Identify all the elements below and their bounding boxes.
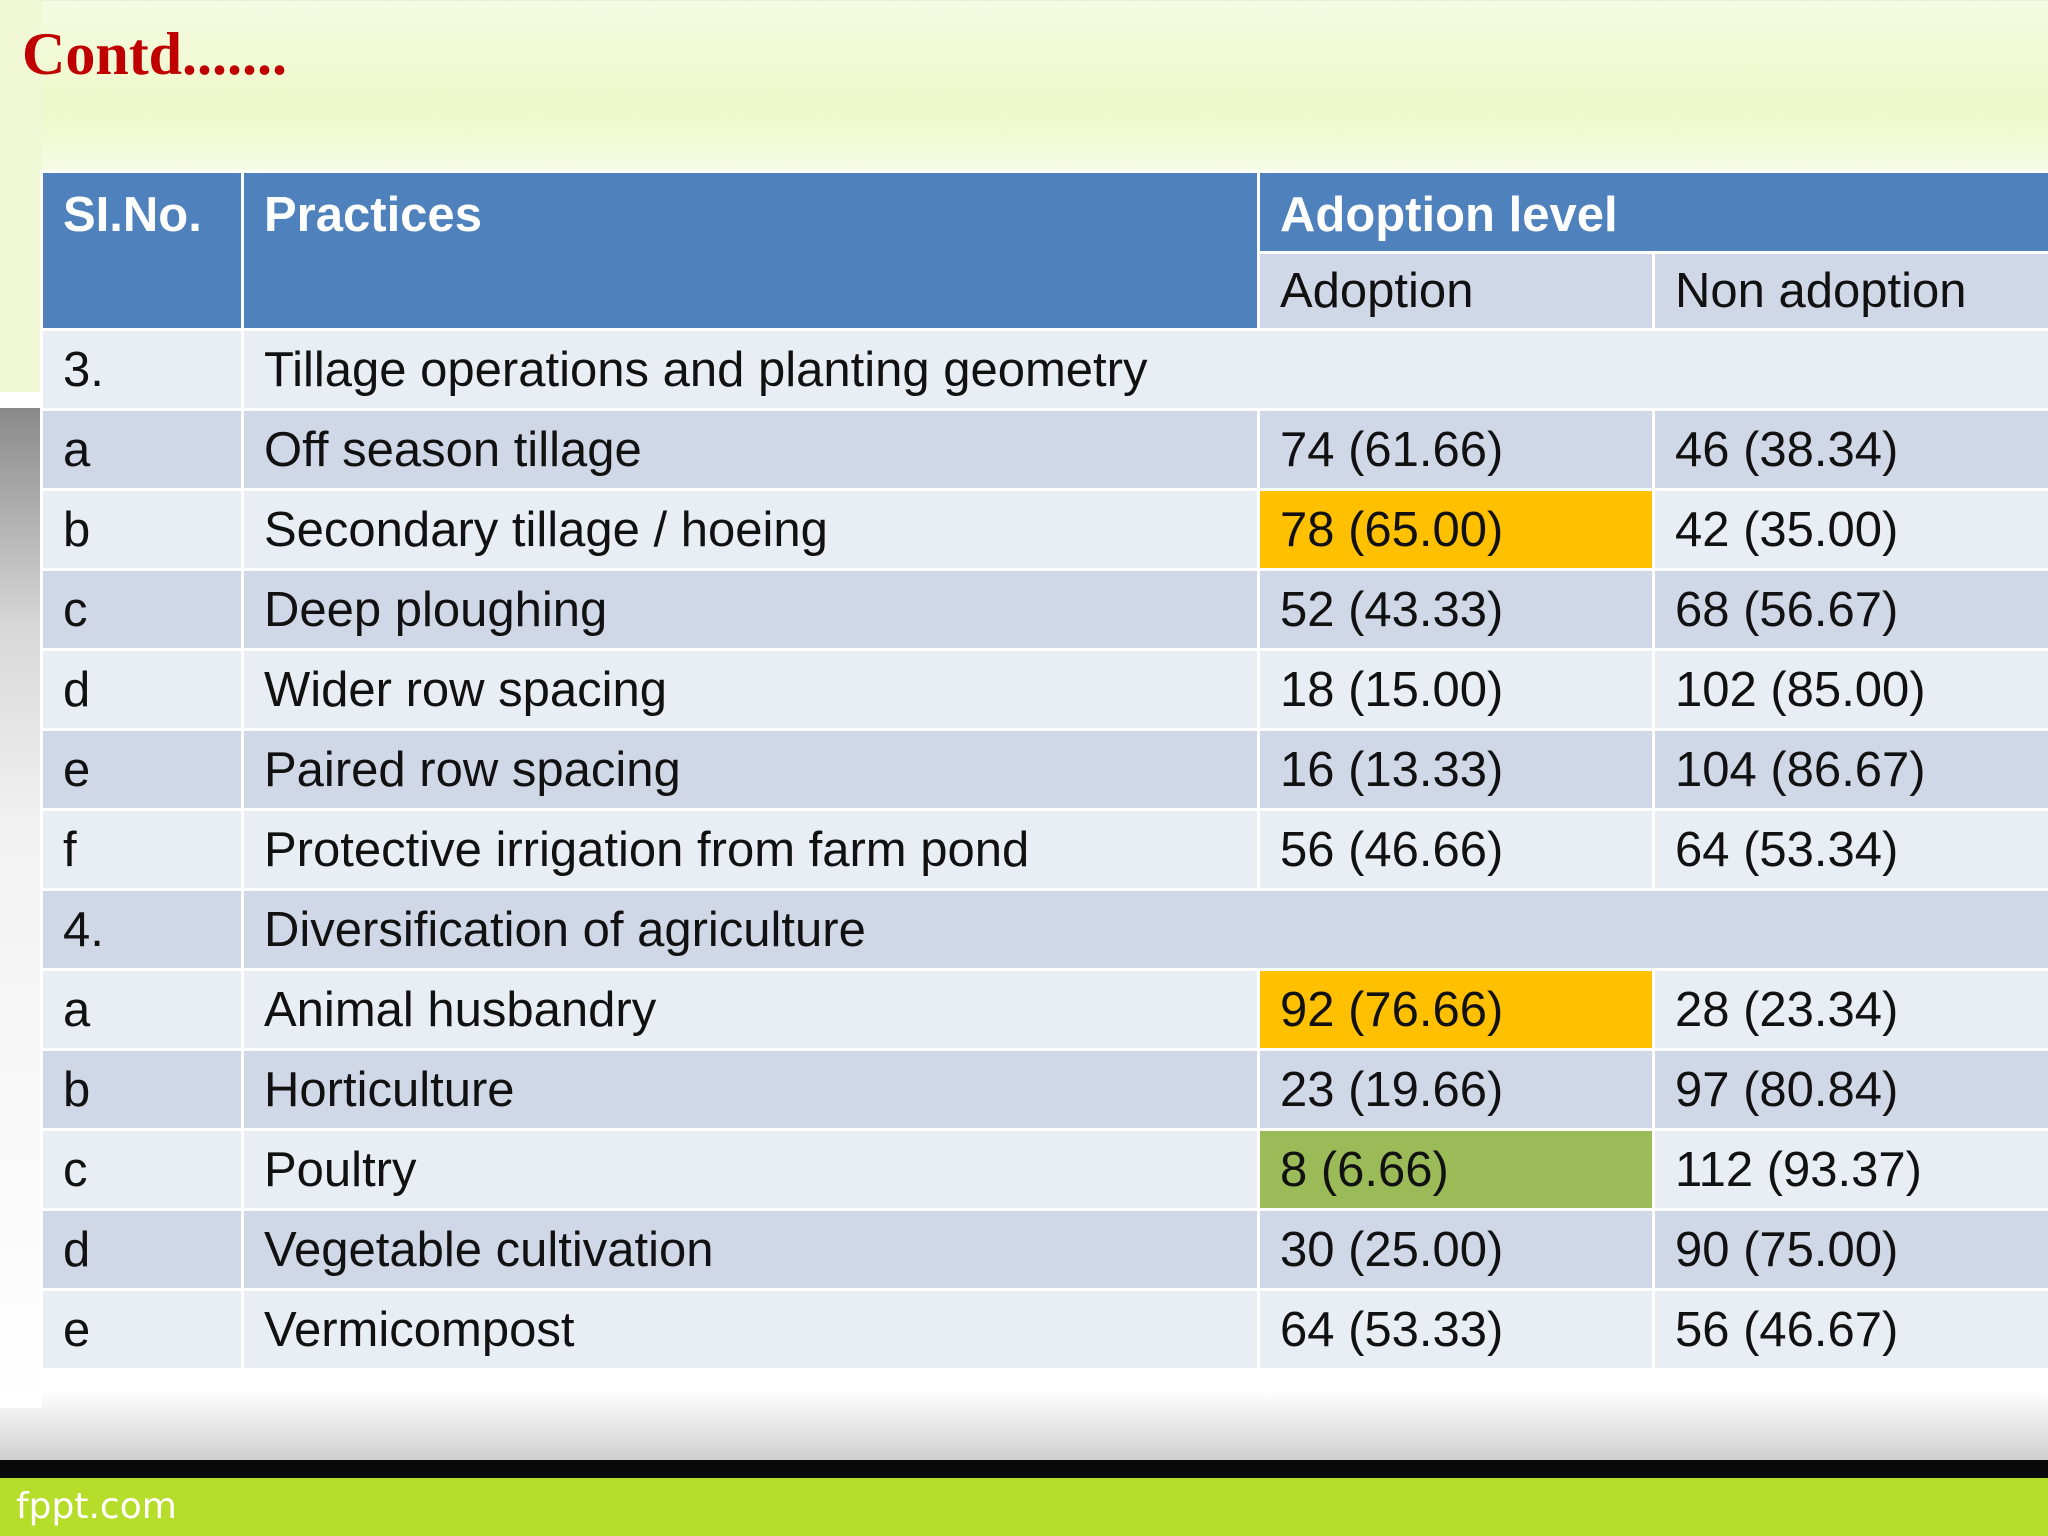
table-row: b Secondary tillage / hoeing 78 (65.00) 42 … [40,488,2048,571]
cell-sl-no: d [40,648,244,731]
cell-practice: Animal husbandry [241,968,1260,1051]
slide-title: Contd....... [22,21,288,87]
cell-sl-no: a [40,408,244,491]
table-row: d Wider row spacing 18 (15.00) 102 (85.00) [40,648,2048,731]
cell-adoption: 52 (43.33) [1257,568,1655,651]
footer-text: fppt.com [16,1486,177,1527]
table-row: c Deep ploughing 52 (43.33) 68 (56.67) [40,568,2048,651]
footer-divider [0,1460,2048,1478]
cell-non-adoption: 46 (38.34) [1651,408,2048,491]
cell-sl-no: c [40,568,244,651]
cell-practice: Vermicompost [241,1288,1260,1371]
cell-sl-no: f [40,808,244,891]
header-practices: Practices [241,170,1260,331]
cell-non-adoption: 112 (93.37) [1651,1128,2048,1211]
table-row: a Animal husbandry 92 (76.66) 28 (23.34) [40,968,2048,1051]
cell-non-adoption: 68 (56.67) [1651,568,2048,651]
cell-non-adoption: 28 (23.34) [1651,968,2048,1051]
cell-sl-no: b [40,488,244,571]
cell-practice: Paired row spacing [241,728,1260,811]
cell-sl-no: b [40,1048,244,1131]
cell-sl-no: c [40,1128,244,1211]
table-row: e Vermicompost 64 (53.33) 56 (46.67) [40,1288,2048,1371]
cell-adoption: 74 (61.66) [1257,408,1655,491]
cell-non-adoption: 42 (35.00) [1651,488,2048,571]
cell-practice: Deep ploughing [241,568,1260,651]
header-adoption-level: Adoption level [1256,170,2048,254]
table-row: c Poultry 8 (6.66) 112 (93.37) [40,1128,2048,1211]
cell-non-adoption: 56 (46.67) [1651,1288,2048,1371]
cell-adoption: 16 (13.33) [1257,728,1655,811]
cell-non-adoption: 104 (86.67) [1651,728,2048,811]
header-adoption: Adoption [1257,251,1655,331]
table-row: f Protective irrigation from farm pond 56 … [40,808,2048,891]
section-row: 4. Diversification of agriculture [40,888,2048,971]
table-row: a Off season tillage 74 (61.66) 46 (38.34) [40,408,2048,491]
cell-adoption: 56 (46.66) [1257,808,1655,891]
side-accent-bar [0,408,42,1408]
cell-adoption: 30 (25.00) [1257,1208,1655,1291]
cell-sl-no: e [40,1288,244,1371]
side-accent-top [0,0,42,392]
header-non-adoption: Non adoption [1651,251,2048,331]
table-body: 3. Tillage operations and planting geomet… [40,328,2048,1371]
cell-sl-no: a [40,968,244,1051]
cell-practice: Protective irrigation from farm pond [241,808,1260,891]
cell-adoption: 64 (53.33) [1257,1288,1655,1371]
table-row: d Vegetable cultivation 30 (25.00) 90 (75.0… [40,1208,2048,1291]
cell-sl-no: e [40,728,244,811]
cell-sl-no: 4. [40,888,244,971]
cell-practice: Off season tillage [241,408,1260,491]
cell-sl-no: d [40,1208,244,1291]
table-row: b Horticulture 23 (19.66) 97 (80.84) [40,1048,2048,1131]
cell-practice: Tillage operations and planting geometry [240,328,2048,411]
cell-adoption: 18 (15.00) [1257,648,1655,731]
cell-adoption: 8 (6.66) [1257,1128,1655,1211]
cell-practice: Diversification of agriculture [240,888,2048,971]
cell-adoption: 23 (19.66) [1257,1048,1655,1131]
cell-adoption: 78 (65.00) [1257,488,1655,571]
cell-practice: Vegetable cultivation [241,1208,1260,1291]
cell-non-adoption: 90 (75.00) [1651,1208,2048,1291]
adoption-table: SI.No. Practices Adoption level Adoption… [40,170,2048,1371]
cell-adoption: 92 (76.66) [1257,968,1655,1051]
cell-non-adoption: 64 (53.34) [1651,808,2048,891]
cell-practice: Horticulture [241,1048,1260,1131]
cell-non-adoption: 102 (85.00) [1651,648,2048,731]
cell-practice: Poultry [241,1128,1260,1211]
cell-non-adoption: 97 (80.84) [1651,1048,2048,1131]
cell-sl-no: 3. [40,328,244,411]
section-row: 3. Tillage operations and planting geomet… [40,328,2048,411]
footer-bar: fppt.com [0,1478,2048,1536]
cell-practice: Wider row spacing [241,648,1260,731]
cell-practice: Secondary tillage / hoeing [241,488,1260,571]
table-row: e Paired row spacing 16 (13.33) 104 (86.67) [40,728,2048,811]
header-sl-no: SI.No. [40,170,244,331]
